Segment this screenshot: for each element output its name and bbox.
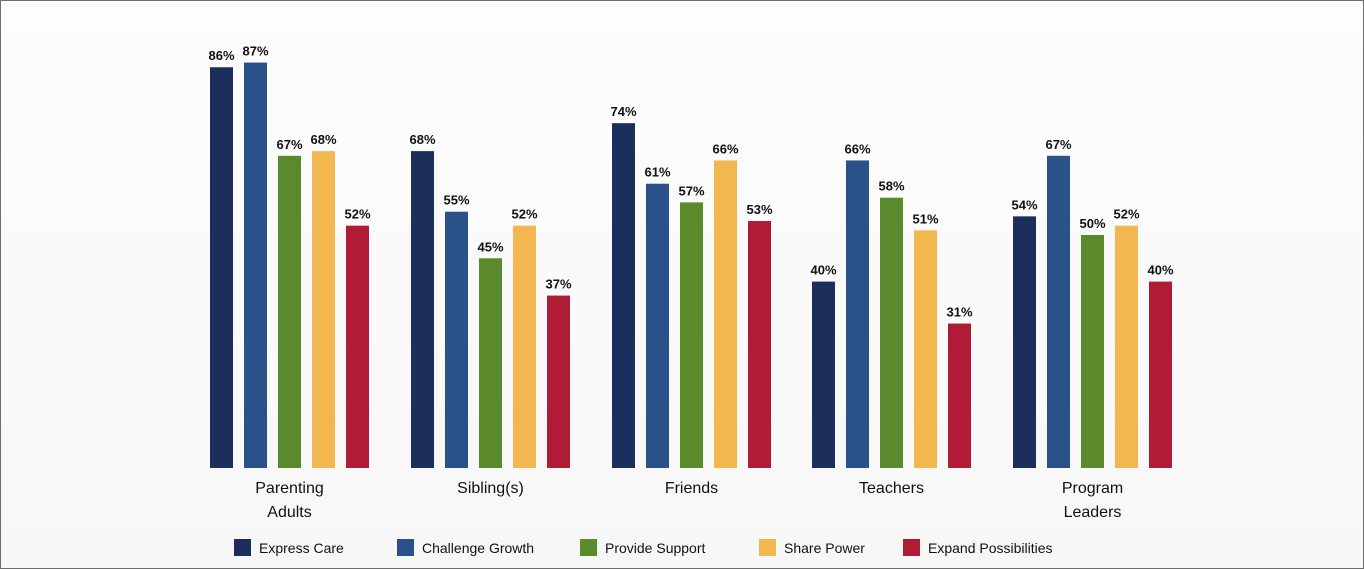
bar-value-label: 68%	[310, 132, 336, 147]
bar-value-label: 40%	[810, 263, 836, 278]
bar-value-label: 45%	[477, 239, 503, 254]
bar-value-label: 66%	[712, 141, 738, 156]
legend-item: Expand Possibilities	[903, 539, 1053, 556]
bar	[479, 258, 502, 468]
category-group: 74% 61% 57% 66% 53% Friends	[610, 104, 772, 497]
bar	[948, 323, 971, 468]
legend-item: Provide Support	[580, 539, 706, 556]
bar-value-label: 67%	[276, 137, 302, 152]
category-label-line: Friends	[665, 480, 718, 497]
legend-label: Challenge Growth	[422, 540, 534, 556]
bar	[1013, 216, 1036, 468]
legend-swatch	[580, 539, 597, 556]
bar	[846, 160, 869, 468]
bar	[312, 151, 335, 468]
legend-label: Express Care	[259, 540, 344, 556]
bar-value-label: 67%	[1045, 137, 1071, 152]
bar-value-label: 68%	[409, 132, 435, 147]
legend-swatch	[234, 539, 251, 556]
bar	[1081, 235, 1104, 468]
bar-value-label: 58%	[878, 179, 904, 194]
bar	[346, 225, 369, 468]
legend-swatch	[397, 539, 414, 556]
category-label-line: Parenting	[255, 480, 324, 497]
bar-value-label: 52%	[511, 207, 537, 222]
bar-value-label: 52%	[1113, 207, 1139, 222]
legend-label: Share Power	[784, 540, 865, 556]
category-label-line: Sibling(s)	[457, 480, 524, 497]
bar-value-label: 74%	[610, 104, 636, 119]
bar-value-label: 87%	[242, 44, 268, 59]
category-group: 54% 67% 50% 52% 40% Program Leaders	[1011, 137, 1173, 521]
bar	[278, 155, 301, 468]
bar	[714, 160, 737, 468]
bar	[812, 281, 835, 468]
legend-item: Challenge Growth	[397, 539, 534, 556]
bar-value-label: 37%	[545, 277, 571, 292]
bar-value-label: 31%	[946, 305, 972, 320]
legend-swatch	[759, 539, 776, 556]
legend-label: Expand Possibilities	[928, 540, 1053, 556]
category-group: 40% 66% 58% 51% 31% Teachers	[810, 141, 972, 497]
bar	[680, 202, 703, 468]
bar-value-label: 51%	[912, 211, 938, 226]
category-label-line: Program	[1062, 480, 1123, 497]
category-label: Sibling(s)	[457, 480, 524, 497]
bar	[880, 197, 903, 468]
bar	[210, 67, 233, 469]
bar	[748, 221, 771, 468]
bar-value-label: 55%	[443, 193, 469, 208]
legend-item: Share Power	[759, 539, 865, 556]
legend: Express Care Challenge Growth Provide Supp…	[234, 539, 1053, 556]
bar	[445, 211, 468, 468]
bar	[547, 295, 570, 468]
bar-value-label: 50%	[1079, 216, 1105, 231]
bar-value-label: 54%	[1011, 197, 1037, 212]
category-label: Parenting Adults	[255, 480, 324, 521]
bar	[1149, 281, 1172, 468]
bar	[1047, 155, 1070, 468]
bar	[513, 225, 536, 468]
bar-value-label: 52%	[344, 207, 370, 222]
bar	[244, 62, 267, 469]
category-label-line: Leaders	[1064, 504, 1122, 521]
bar	[1115, 225, 1138, 468]
category-label-line: Teachers	[859, 480, 924, 497]
category-label: Friends	[665, 480, 718, 497]
bar	[411, 151, 434, 468]
bar-value-label: 53%	[746, 202, 772, 217]
bar-value-label: 61%	[644, 165, 670, 180]
legend-swatch	[903, 539, 920, 556]
bar-value-label: 66%	[844, 141, 870, 156]
legend-label: Provide Support	[605, 540, 706, 556]
bar	[646, 183, 669, 469]
bar-value-label: 86%	[208, 48, 234, 63]
bar	[612, 123, 635, 468]
category-label: Teachers	[859, 480, 924, 497]
category-label: Program Leaders	[1062, 480, 1123, 521]
category-group: 86% 87% 67% 68% 52% Parenting Adults	[208, 44, 370, 521]
legend-item: Express Care	[234, 539, 344, 556]
bar-value-label: 40%	[1147, 263, 1173, 278]
category-label-line: Adults	[267, 504, 311, 521]
bar-value-label: 57%	[678, 183, 704, 198]
bar	[914, 230, 937, 468]
category-group: 68% 55% 45% 52% 37% Sibling(s)	[409, 132, 571, 497]
